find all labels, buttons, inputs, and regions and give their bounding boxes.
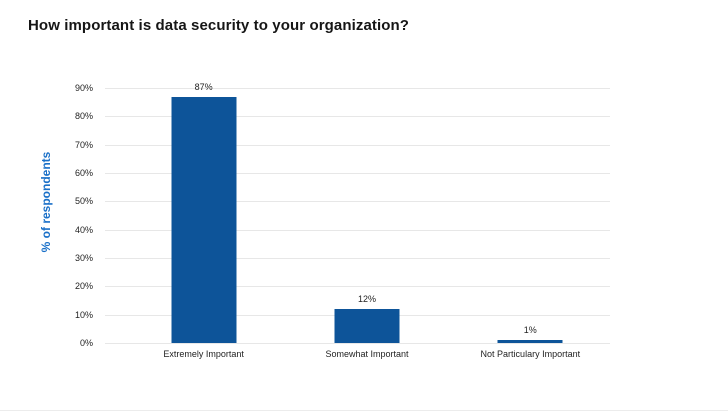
y-tick-label: 50% — [74, 196, 93, 207]
bar-value-label: 1% — [523, 325, 537, 336]
y-tick-label: 80% — [74, 111, 93, 122]
x-tick-label: Somewhat Important — [325, 349, 409, 359]
bar — [171, 96, 237, 343]
y-tick-label: 30% — [74, 253, 93, 263]
y-tick-label: 90% — [74, 83, 93, 93]
gridline — [105, 258, 610, 259]
gridline — [105, 88, 610, 89]
bar-slot: 87% Extremely Important — [122, 82, 285, 359]
y-tick-label: 0% — [79, 338, 93, 348]
gridline — [105, 343, 610, 344]
bar-slot: 12% Somewhat Important — [285, 88, 448, 360]
bar-value-label: 87% — [194, 81, 213, 92]
bars-layer: 87% Extremely Important 12% Somewhat Import… — [122, 82, 612, 360]
bar — [334, 309, 400, 343]
y-axis-title: % of respondents — [39, 151, 53, 253]
y-tick-label: 60% — [74, 168, 93, 178]
gridline — [105, 201, 610, 203]
plot-area: 0% 10% 20% 30% 40% 50% 60% 70% 80% 90% 87% Extreme… — [75, 82, 612, 360]
y-tick-label: 10% — [74, 309, 93, 320]
gridline — [105, 144, 610, 146]
y-tick-label: 70% — [74, 139, 93, 150]
y-tick-label: 40% — [74, 224, 93, 235]
y-tick-label: 20% — [74, 281, 93, 292]
bar — [497, 340, 563, 343]
bar-slot: 1% Not Particulary Important — [449, 88, 612, 359]
gridline — [105, 173, 610, 174]
bar-value-label: 12% — [357, 294, 376, 304]
gridline — [105, 229, 610, 231]
gridline — [105, 286, 610, 288]
chart-title: How important is data security to your o… — [28, 17, 410, 34]
gridline — [105, 116, 610, 118]
x-tick-label: Not Particulary Important — [480, 349, 581, 359]
x-tick-label: Extremely Important — [163, 349, 244, 359]
